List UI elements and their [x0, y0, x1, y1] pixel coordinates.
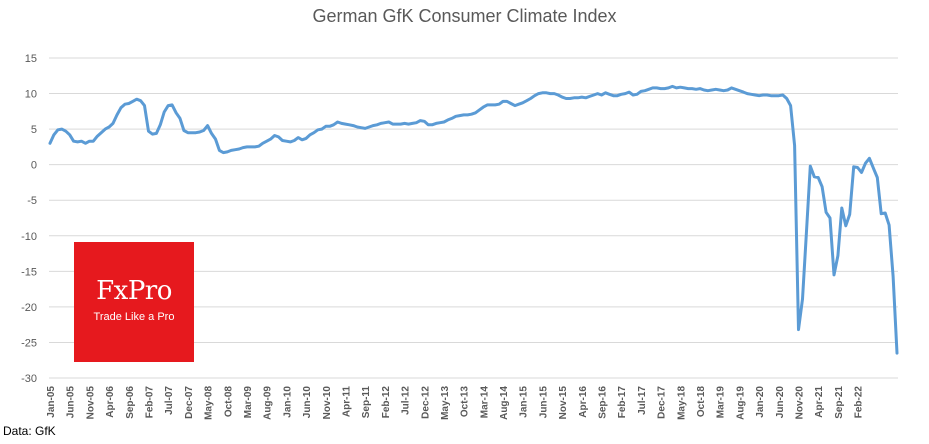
x-tick-label: Apr-16 [578, 386, 589, 418]
logo-tagline: Trade Like a Pro [93, 311, 175, 323]
x-tick-label: Dec-17 [657, 386, 668, 419]
y-tick-label: 15 [25, 53, 37, 65]
x-tick-label: Jan-05 [46, 386, 57, 418]
y-tick-labels: 15 10 5 0 -5 -10 -15 -20 -25 -30 [21, 53, 37, 385]
y-tick-label: -20 [21, 302, 37, 314]
x-tick-label: Feb-22 [854, 386, 865, 419]
source-note: Data: GfK [3, 424, 56, 438]
y-tick-label: -10 [21, 231, 37, 243]
series-layer [48, 84, 899, 355]
x-tick-label: Oct-18 [696, 386, 707, 418]
x-tick-label: Dec-12 [420, 386, 431, 419]
x-tick-label: Mar-19 [716, 386, 727, 419]
x-tick-label: Mar-14 [479, 386, 490, 419]
y-tick-label: -15 [21, 266, 37, 278]
x-tick-label: Feb-12 [381, 386, 392, 419]
x-tick-label: Aug-19 [735, 386, 746, 420]
x-tick-label: Nov-20 [795, 386, 806, 420]
x-tick-label: Sep-21 [834, 386, 845, 419]
x-tick-label: Feb-07 [144, 386, 155, 419]
fxpro-logo: FxPro Trade Like a Pro [74, 242, 194, 362]
x-tick-label: Nov-15 [558, 386, 569, 420]
x-tick-label: Mar-09 [243, 386, 254, 419]
x-tick-label: Jan-10 [282, 386, 293, 418]
x-tick-label: May-08 [204, 386, 215, 420]
x-tick-label: Feb-17 [617, 386, 628, 419]
x-tick-label: Aug-14 [499, 386, 510, 420]
x-tick-label: May-18 [676, 386, 687, 420]
x-tick-label: Sep-16 [598, 386, 609, 419]
x-tick-label: Sep-06 [125, 386, 136, 419]
x-tick-label: Jan-20 [755, 386, 766, 418]
x-tick-label: Jun-10 [302, 386, 313, 419]
x-tick-label: Apr-21 [814, 386, 825, 418]
y-tick-label: 10 [25, 89, 37, 101]
x-tick-label: Aug-09 [263, 386, 274, 420]
y-tick-label: -5 [27, 195, 37, 207]
x-tick-label: Oct-08 [223, 386, 234, 418]
x-tick-label: Jan-15 [519, 386, 530, 418]
x-tick-label: May-13 [440, 386, 451, 420]
logo-name: FxPro [96, 276, 172, 306]
x-tick-label: Jun-15 [538, 386, 549, 419]
x-tick-label: Jul-17 [637, 386, 648, 415]
x-tick-label: Jun-05 [66, 386, 77, 419]
chart-title: German GfK Consumer Climate Index [312, 6, 617, 26]
x-tick-label: Apr-06 [105, 386, 116, 418]
x-tick-label: Apr-11 [341, 386, 352, 418]
x-tick-label: Jun-20 [775, 386, 786, 419]
y-tick-label: -30 [21, 373, 37, 385]
y-tick-label: -25 [21, 337, 37, 349]
x-tick-label: Sep-11 [361, 386, 372, 419]
x-tick-label: Oct-13 [460, 386, 471, 418]
x-tick-labels: Jan-05 Jun-05 Nov-05 Apr-06 Sep-06 Feb-07 Jul-… [46, 386, 865, 420]
x-tick-label: Jul-12 [401, 386, 412, 415]
x-tick-label: Dec-07 [184, 386, 195, 419]
y-tick-label: 5 [31, 124, 37, 136]
x-tick-label: Nov-05 [85, 386, 96, 420]
x-tick-label: Nov-10 [322, 386, 333, 420]
x-tick-label: Jul-07 [164, 386, 175, 415]
y-tick-label: 0 [31, 160, 37, 172]
series-line [48, 84, 899, 355]
